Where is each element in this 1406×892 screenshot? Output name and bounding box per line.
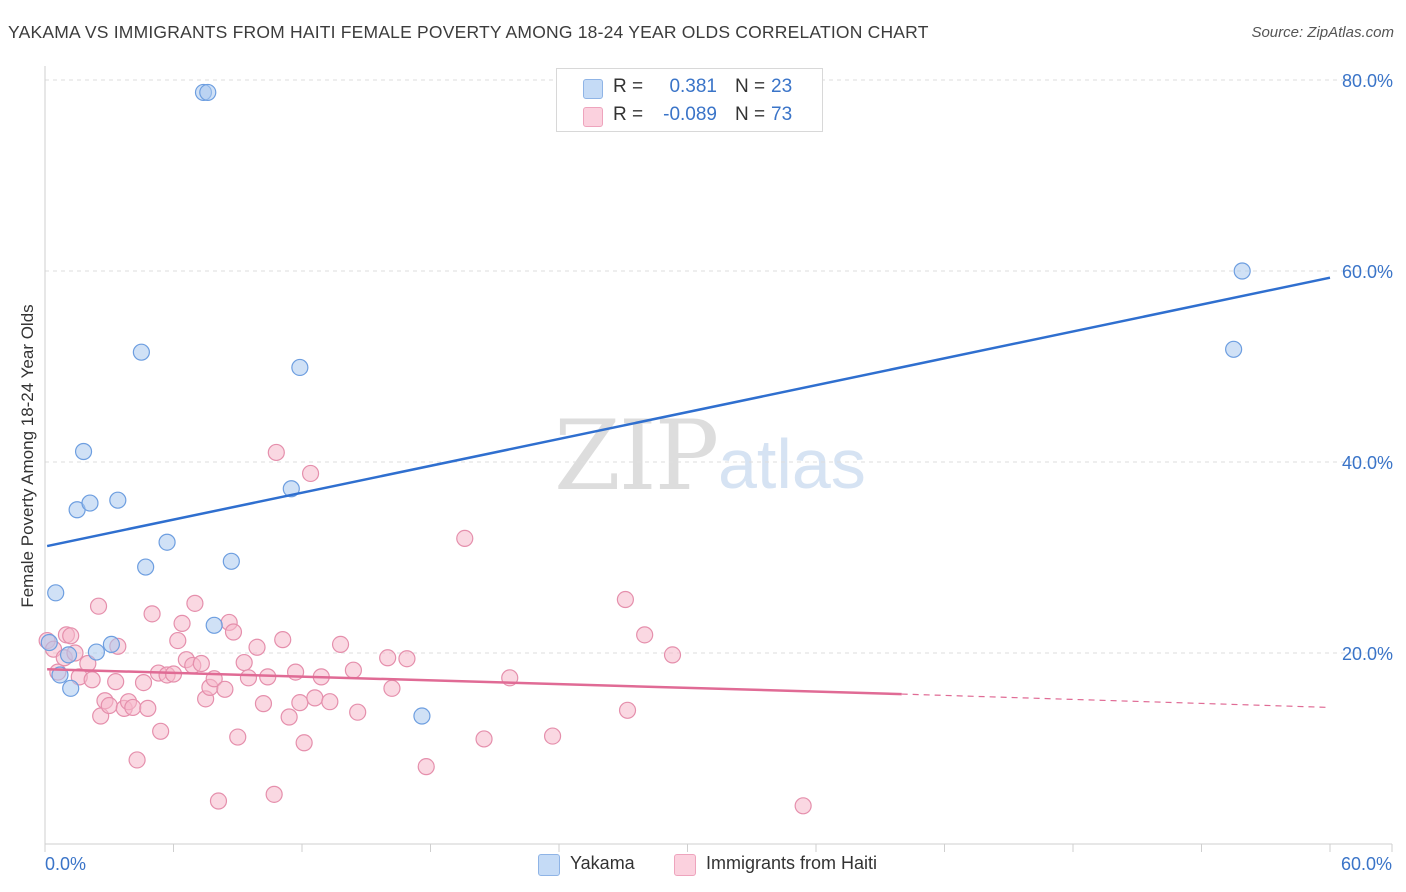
haiti-point [224,623,243,641]
legend-swatch-yakama [583,79,603,99]
yakama-point [81,494,99,512]
haiti-point [383,679,401,697]
haiti-point [636,626,654,644]
haiti-point [192,654,210,673]
haiti-point [128,751,146,769]
haiti-point [616,590,634,609]
yakama-trend-line [46,276,1331,548]
haiti-point [475,730,493,748]
haiti-point [349,703,367,721]
source-label: Source: ZipAtlas.com [1251,24,1394,41]
haiti-point [173,614,191,632]
haiti-point [134,674,153,692]
haiti-point [229,728,247,746]
haiti-point [169,631,187,650]
haiti-trend-extension [901,693,1331,709]
haiti-point [254,695,273,713]
haiti-point [216,680,234,698]
bottom-legend-swatch-haiti [674,854,696,876]
haiti-point [143,605,161,623]
haiti-point [321,693,339,711]
haiti-point [295,734,313,752]
haiti-point [291,694,309,712]
haiti-point [89,597,108,615]
haiti-point [239,669,258,687]
yakama-point [199,83,217,102]
yakama-point [158,533,176,551]
haiti-point [794,797,812,815]
bottom-legend-label-yakama: Yakama [570,853,635,873]
yakama-point [87,643,106,661]
y-tick-label: 40.0% [1342,453,1393,473]
haiti-point [62,627,80,645]
haiti-point [83,671,101,689]
legend-r-label: R = [613,76,644,97]
yakama-point [282,480,300,498]
y-tick-label: 60.0% [1342,262,1393,282]
yakama-point [222,552,240,570]
haiti-point [663,646,682,664]
yakama-point [205,616,223,634]
yakama-point [1233,262,1251,280]
bottom-legend-label-haiti: Immigrants from Haiti [706,853,878,873]
y-tick-label: 80.0% [1342,71,1393,91]
haiti-point [618,701,637,719]
haiti-point [274,631,292,649]
haiti-point [248,638,266,656]
haiti-point [139,699,157,717]
yakama-point [40,633,58,652]
y-tick-label: 20.0% [1342,644,1393,664]
yakama-point [413,707,431,725]
legend-row-yakama: R = 0.381 N = 23 [557,73,822,101]
haiti-point [301,464,320,483]
legend-row-haiti: R = -0.089 N = 73 [557,101,822,129]
yakama-point [74,442,93,461]
legend-swatch-haiti [583,107,603,127]
chart-title: YAKAMA VS IMMIGRANTS FROM HAITI FEMALE P… [8,22,929,42]
legend-r-value: -0.089 [663,104,717,125]
haiti-point [417,758,435,776]
yakama-point [291,358,309,377]
yakama-point [109,491,127,509]
legend-n-label: N = [735,104,766,125]
legend-n-value: 23 [771,76,793,97]
haiti-point [267,443,285,462]
watermark-atlas: atlas [718,425,866,503]
correlation-legend: R = 0.381 N = 23 R = -0.089 N = 73 [556,68,823,132]
haiti-point [107,673,125,691]
haiti-point [124,698,142,717]
haiti-point [379,649,397,667]
yakama-point [59,646,78,664]
legend-n-value: 73 [771,104,793,125]
haiti-point [456,529,474,548]
bottom-legend-swatch-yakama [538,854,560,876]
x-tick-label: 0.0% [45,854,86,874]
legend-r-value: 0.381 [669,76,717,97]
yakama-point [137,558,155,576]
haiti-point [265,785,283,803]
watermark-zip: ZIP [554,400,719,512]
yakama-point [47,584,65,602]
x-tick-label: 60.0% [1341,854,1392,874]
haiti-point [398,650,416,668]
haiti-point [543,727,562,745]
haiti-point [186,594,204,612]
haiti-point [280,708,298,726]
legend-r-label: R = [613,104,644,125]
legend-n-label: N = [735,76,766,97]
yakama-point [62,679,80,697]
yakama-point [132,343,150,361]
yakama-point [102,635,120,654]
haiti-point [344,661,362,679]
haiti-point [331,635,350,654]
haiti-trend-line [47,667,902,696]
haiti-point [235,653,253,672]
yakama-point [1225,340,1243,358]
haiti-point [152,722,170,740]
haiti-point [209,792,228,810]
haiti-point [100,696,118,715]
haiti-point [306,689,324,707]
